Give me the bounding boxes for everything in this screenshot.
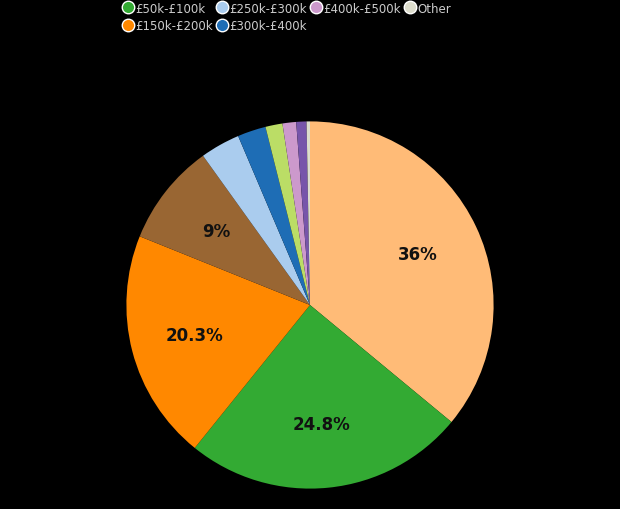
Wedge shape <box>296 122 310 305</box>
Text: 9%: 9% <box>202 223 230 241</box>
Legend: £100k-£150k, £50k-£100k, £150k-£200k, £200k-£250k, £250k-£300k, £300k-£400k, und: £100k-£150k, £50k-£100k, £150k-£200k, £2… <box>122 0 498 37</box>
Wedge shape <box>140 156 310 305</box>
Text: 24.8%: 24.8% <box>293 415 351 433</box>
Wedge shape <box>306 122 310 305</box>
Wedge shape <box>283 123 310 305</box>
Wedge shape <box>203 137 310 305</box>
Wedge shape <box>310 122 494 422</box>
Wedge shape <box>126 237 310 448</box>
Text: 20.3%: 20.3% <box>166 326 223 345</box>
Wedge shape <box>238 128 310 305</box>
Wedge shape <box>195 305 451 489</box>
Text: 36%: 36% <box>398 246 438 264</box>
Wedge shape <box>265 124 310 305</box>
